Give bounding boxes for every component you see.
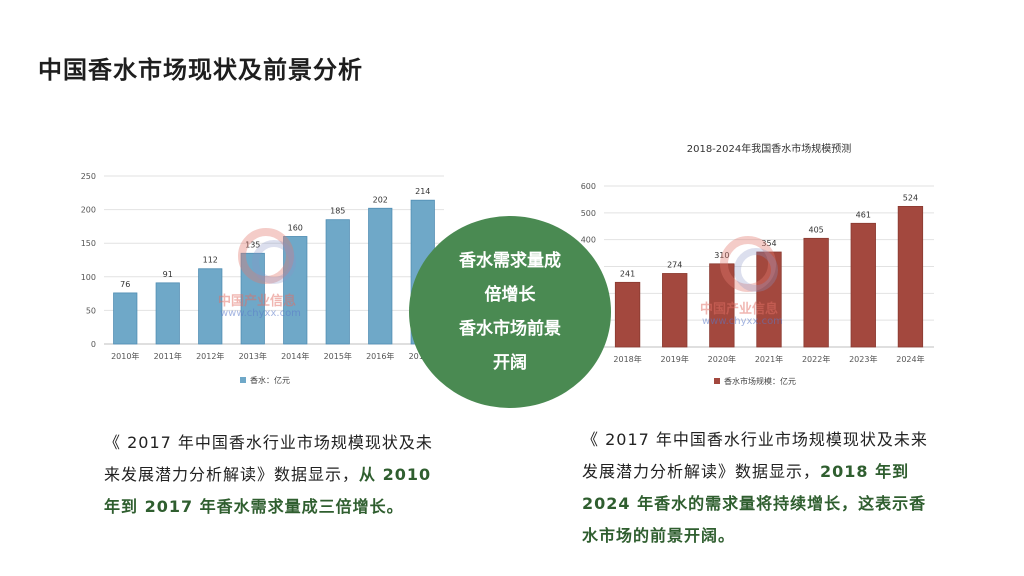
page-title: 中国香水市场现状及前景分析 [38, 56, 363, 84]
bar-group: 112 [198, 256, 223, 345]
bar [325, 219, 350, 345]
bar [662, 273, 688, 348]
bar-value-label: 461 [856, 210, 871, 219]
bar-group: 91 [155, 270, 180, 345]
bar-chart-left: 0 50 100 150 200 250 76 2010年 91 2011年 112 2012年 135… [81, 172, 444, 385]
bar-value-label: 214 [415, 187, 430, 196]
bar-group: 76 [113, 280, 138, 345]
bar-value-label: 405 [809, 225, 824, 234]
bar-group: 354 [756, 239, 782, 348]
bar-value-label: 524 [903, 193, 918, 202]
chart-title: 2018-2024年我国香水市场规模预测 [687, 142, 852, 155]
y-tick-label: 600 [581, 182, 596, 191]
paragraph-right-text: 《 2017 年中国香水行业市场规模现状及未来发展潜力分析解读》数据显示， [582, 430, 928, 481]
bar-value-label: 160 [288, 223, 303, 232]
circle-line-4: 开阔 [493, 353, 527, 373]
legend-label: 香水市场规模：亿元 [724, 376, 796, 386]
x-tick-label: 2016年 [366, 351, 394, 361]
bar-value-label: 274 [667, 260, 682, 269]
bar-group: 135 [240, 240, 265, 345]
bar-group: 524 [897, 193, 924, 348]
x-tick-label: 2015年 [324, 351, 352, 361]
bar [614, 281, 641, 348]
highlight-circle: 香水需求量成 倍增长 香水市场前景 开阔 [409, 216, 611, 408]
bar-group: 185 [325, 207, 350, 345]
paragraph-right: 《 2017 年中国香水行业市场规模现状及未来发展潜力分析解读》数据显示，201… [582, 424, 942, 552]
bar-group: 310 [709, 251, 735, 348]
y-tick-label: 50 [86, 306, 96, 315]
bar [850, 222, 876, 348]
y-tick-label: 400 [581, 236, 596, 245]
bar-value-label: 185 [330, 207, 345, 216]
circle-line-3: 香水市场前景 [459, 319, 561, 339]
x-tick-label: 2014年 [281, 351, 309, 361]
bar-group: 461 [850, 210, 876, 348]
y-tick-label: 200 [81, 206, 96, 215]
y-tick-label: 500 [581, 209, 596, 218]
bar-group: 241 [614, 269, 641, 348]
paragraph-left: 《 2017 年中国香水行业市场规模现状及未来发展潜力分析解读》数据显示，从 2… [104, 427, 434, 523]
legend-swatch [240, 377, 246, 383]
y-tick-label: 0 [91, 340, 96, 349]
x-tick-label: 2021年 [755, 354, 783, 364]
bar [240, 252, 265, 345]
paragraph-right-highlight: 2018 年到 2024 年香水的需求量将持续增长，这表示香水市场的前景开阔。 [582, 462, 927, 545]
bar [283, 236, 308, 345]
bar-group: 274 [662, 260, 688, 348]
x-tick-label: 2024年 [896, 354, 924, 364]
bar [198, 268, 223, 345]
bar [803, 237, 829, 348]
circle-line-2: 倍增长 [484, 285, 536, 305]
x-tick-label: 2022年 [802, 354, 830, 364]
chart-perfume-2010-2017: 0 50 100 150 200 250 76 2010年 91 2011年 112 2012年 135… [74, 168, 474, 392]
x-tick-label: 2020年 [708, 354, 736, 364]
bar-value-label: 135 [245, 240, 260, 249]
bar [368, 207, 393, 345]
x-tick-label: 2023年 [849, 354, 877, 364]
bar [897, 205, 924, 348]
bar-value-label: 354 [761, 239, 776, 248]
y-tick-label: 250 [81, 172, 96, 181]
x-tick-label: 2018年 [613, 354, 641, 364]
x-tick-label: 2011年 [154, 351, 182, 361]
x-tick-label: 2010年 [111, 351, 139, 361]
x-tick-label: 2019年 [661, 354, 689, 364]
chart-perfume-2018-2024: 2018-2024年我国香水市场规模预测01002003004005006002… [572, 138, 942, 392]
x-tick-label: 2012年 [196, 351, 224, 361]
x-tick-label: 2013年 [239, 351, 267, 361]
legend-label: 香水：亿元 [250, 375, 290, 385]
bar-value-label: 91 [163, 270, 173, 279]
bar [155, 282, 180, 345]
bar-group: 202 [368, 195, 393, 345]
bar-value-label: 241 [620, 269, 635, 278]
legend-swatch [714, 378, 720, 384]
bar-group: 160 [283, 223, 308, 345]
bar-value-label: 202 [373, 195, 388, 204]
bar [113, 292, 138, 345]
bar-group: 405 [803, 225, 829, 348]
bar-chart-right: 2018-2024年我国香水市场规模预测01002003004005006002… [581, 142, 934, 386]
y-tick-label: 100 [81, 273, 96, 282]
circle-line-1: 香水需求量成 [459, 251, 561, 271]
bar [756, 251, 782, 348]
bar-value-label: 310 [714, 251, 729, 260]
paragraph-left-highlight: 从 2010 年到 2017 年香水需求量成三倍增长。 [104, 465, 432, 516]
paragraph-left-text: 《 2017 年中国香水行业市场规模现状及未来发展潜力分析解读》数据显示， [104, 433, 433, 484]
y-tick-label: 150 [81, 239, 96, 248]
bar-value-label: 76 [120, 280, 130, 289]
bar [709, 263, 735, 348]
bar-value-label: 112 [203, 256, 218, 265]
